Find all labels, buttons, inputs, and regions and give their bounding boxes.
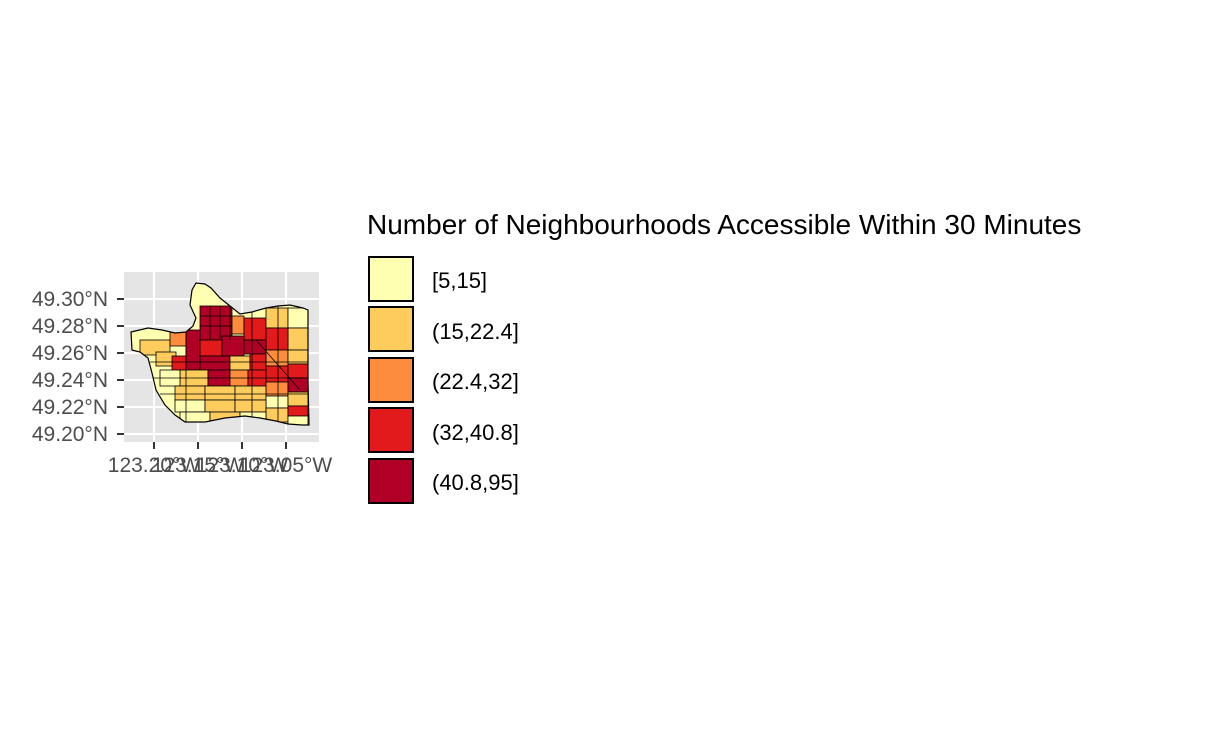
legend-label: [5,15] [432, 268, 488, 293]
x-tick-label: 123.05°W [239, 454, 333, 477]
legend-key [368, 256, 414, 302]
x-tick-label: 123.20°W [107, 454, 201, 477]
y-tick-label: 49.20°N [31, 423, 108, 446]
y-tick-label: 49.24°N [31, 369, 108, 392]
legend-title: Number of Neighbourhoods Accessible With… [367, 209, 1082, 240]
legend-key [368, 407, 414, 453]
legend-label: (32,40.8] [432, 420, 519, 445]
y-tick-label: 49.26°N [31, 342, 108, 365]
legend-label: (15,22.4] [432, 319, 519, 344]
y-tick-label: 49.22°N [31, 396, 108, 419]
legend-key [368, 458, 414, 504]
legend-label: (22.4,32] [432, 369, 519, 394]
legend-key [368, 357, 414, 403]
city-outline [130, 282, 310, 426]
legend-label: (40.8,95] [432, 470, 519, 495]
legend-key [368, 306, 414, 352]
y-tick-label: 49.28°N [31, 315, 108, 338]
x-tick-label: 123.10°W [195, 454, 289, 477]
x-tick-label: 123.15°W [151, 454, 245, 477]
y-tick-label: 49.30°N [31, 288, 108, 311]
axis-ticks [117, 298, 287, 449]
